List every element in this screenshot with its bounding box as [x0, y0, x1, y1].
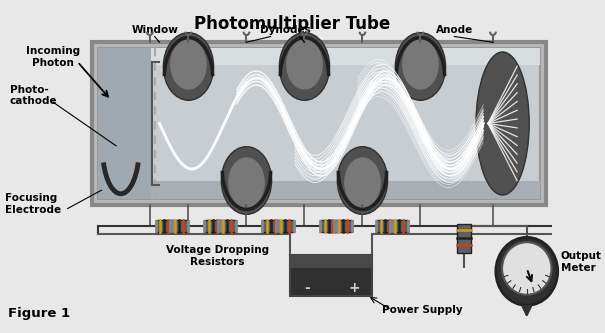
- Ellipse shape: [395, 33, 445, 100]
- Bar: [204, 220, 221, 232]
- Bar: [218, 220, 236, 232]
- Bar: [376, 220, 393, 232]
- Bar: [155, 220, 173, 232]
- Ellipse shape: [170, 39, 207, 90]
- Bar: [276, 220, 294, 232]
- Ellipse shape: [496, 237, 558, 305]
- Ellipse shape: [402, 39, 439, 90]
- Text: Anode: Anode: [436, 25, 473, 35]
- Ellipse shape: [344, 157, 381, 207]
- Bar: [97, 48, 540, 199]
- Text: Window: Window: [131, 25, 178, 35]
- Ellipse shape: [163, 33, 214, 100]
- Bar: [335, 220, 352, 232]
- Text: Dynodes: Dynodes: [260, 25, 310, 35]
- Text: Photo-
cathode: Photo- cathode: [10, 85, 57, 107]
- Bar: [97, 181, 540, 199]
- Ellipse shape: [286, 39, 323, 90]
- Text: Incoming
Photon: Incoming Photon: [26, 46, 80, 68]
- Ellipse shape: [280, 33, 330, 100]
- Ellipse shape: [221, 147, 272, 214]
- Bar: [170, 220, 188, 232]
- Bar: [290, 255, 372, 295]
- Ellipse shape: [338, 147, 388, 214]
- Bar: [97, 48, 151, 199]
- Text: Voltage Dropping
Resistors: Voltage Dropping Resistors: [166, 245, 269, 267]
- Text: +: +: [349, 281, 361, 295]
- Bar: [262, 220, 280, 232]
- Bar: [457, 224, 471, 253]
- Text: Power Supply: Power Supply: [382, 305, 462, 315]
- Ellipse shape: [476, 52, 529, 195]
- Text: Figure 1: Figure 1: [8, 307, 70, 320]
- Bar: [92, 42, 546, 205]
- Bar: [390, 220, 408, 232]
- Text: -: -: [304, 281, 310, 295]
- Text: Focusing
Electrode: Focusing Electrode: [5, 193, 61, 214]
- Text: Photomultiplier Tube: Photomultiplier Tube: [194, 15, 390, 33]
- Bar: [320, 220, 338, 232]
- Ellipse shape: [502, 242, 552, 295]
- Ellipse shape: [228, 157, 265, 207]
- Bar: [97, 48, 540, 66]
- Bar: [290, 255, 372, 268]
- Text: Output
Meter: Output Meter: [561, 251, 601, 272]
